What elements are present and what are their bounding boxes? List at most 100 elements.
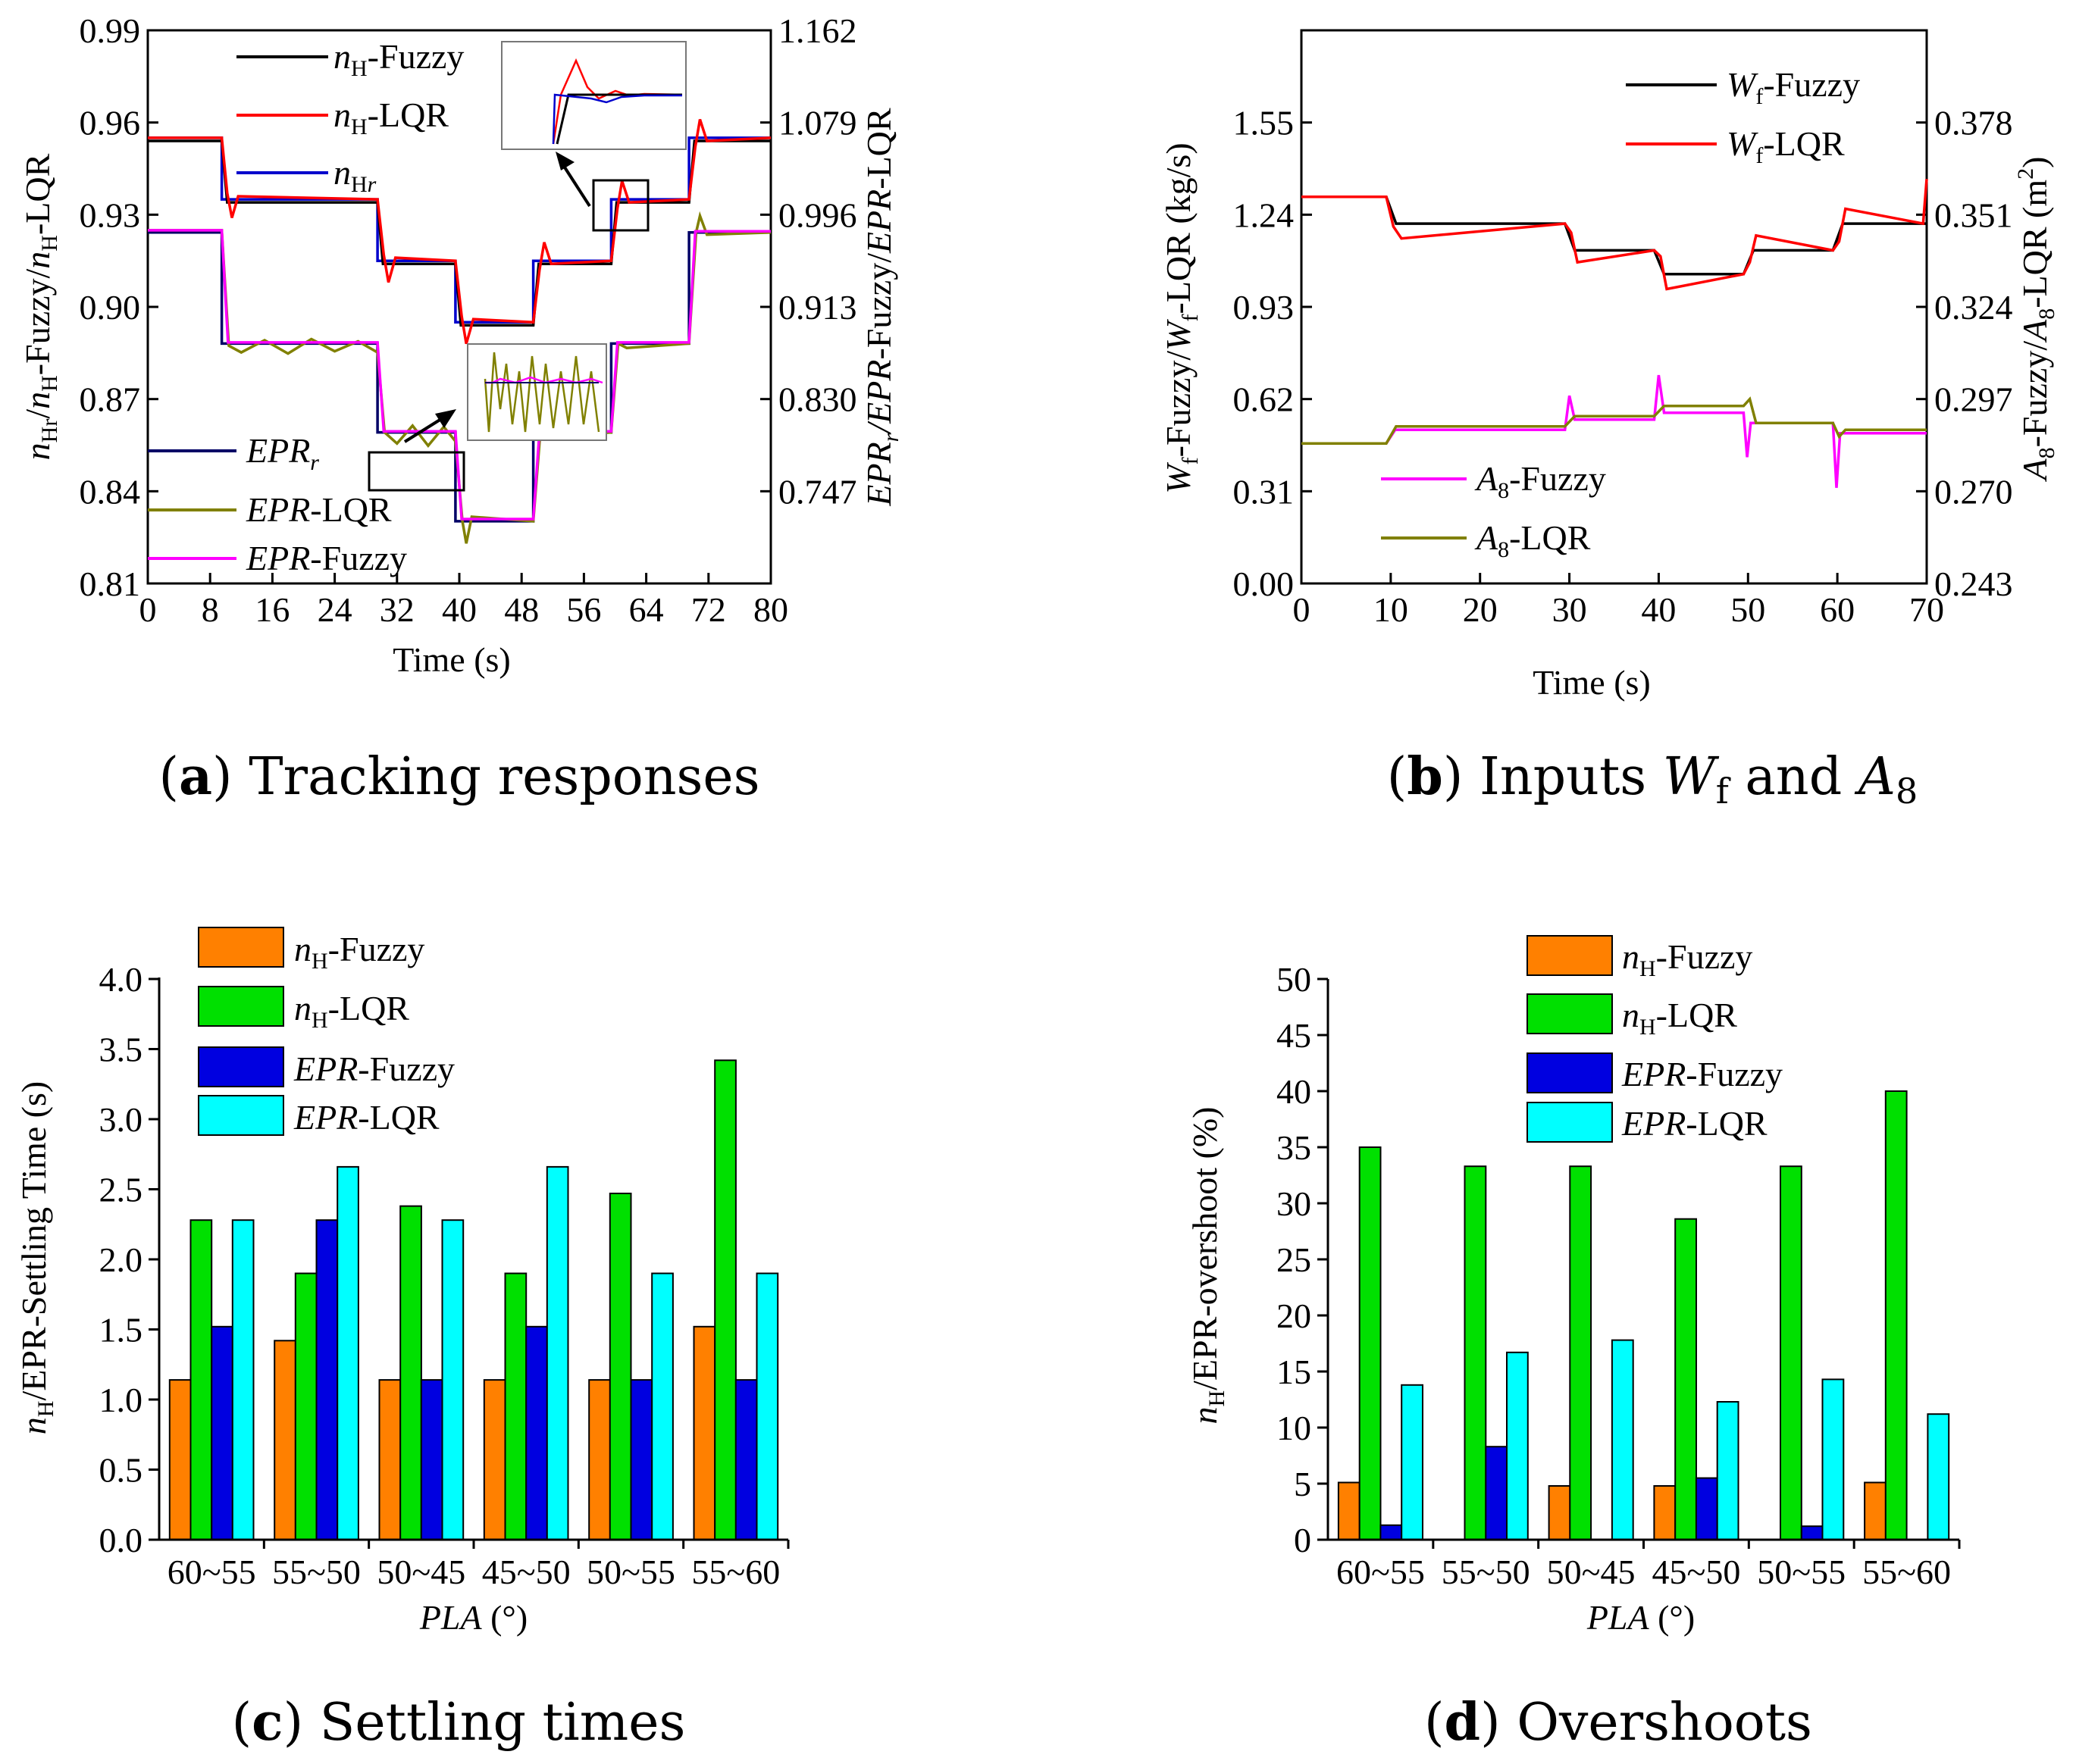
bar-nh-lqr: [189, 1219, 213, 1540]
panel-b-ylabel-right: A8-Fuzzy/A8-LQR (m2): [2013, 157, 2059, 483]
y-right-tick-label: 0.270: [1934, 472, 2013, 511]
bar-epr-lqr: [756, 1272, 779, 1540]
y-tick-label: 3.5: [99, 1031, 143, 1069]
panel-c-legend: nH-Fuzzy nH-LQR EPR-Fuzzy EPR-LQR: [198, 927, 455, 1137]
x-tick-label: 32: [380, 590, 415, 629]
panel-a-arrow-mid-head: [435, 409, 456, 428]
legend-d-epr-lqr: EPR-LQR: [1621, 1104, 1768, 1143]
bar-nh-lqr: [1674, 1218, 1697, 1540]
panel-c-ticks: 0.0 0.5 1.0 1.5 2.0 2.5 3.0 3.5 4.0 60~55 55~50 50~…: [99, 960, 790, 1591]
legend-c-epr-lqr-swatch: [198, 1095, 284, 1136]
panel-a-zoom-box-top: [592, 179, 650, 232]
legend-a-nh-fuzzy: nH-Fuzzy: [333, 37, 464, 81]
bar-epr-fuzzy: [630, 1379, 653, 1540]
bar-nh-lqr: [1569, 1165, 1592, 1540]
x-tick-label: 0: [139, 590, 157, 629]
panel-a-series: [148, 119, 772, 544]
category-label: 50~45: [377, 1553, 465, 1591]
bar-nh-fuzzy: [1337, 1481, 1361, 1540]
panel-a-ylabel-left: nHr/nH-Fuzzy/nH-LQR: [18, 153, 62, 460]
bar-epr-lqr: [1927, 1413, 1950, 1540]
y-tick-label: 1.5: [99, 1311, 143, 1350]
bar-nh-fuzzy: [483, 1379, 506, 1540]
legend-d-nh-fuzzy: nH-Fuzzy: [1622, 937, 1752, 981]
bar-nh-lqr: [1358, 1146, 1382, 1540]
bar-epr-fuzzy: [1485, 1446, 1508, 1540]
y-tick-label: 15: [1276, 1353, 1311, 1391]
panel-b-xlabel: Time (s): [1533, 663, 1651, 702]
bar-nh-lqr: [609, 1193, 632, 1540]
x-tick-label: 10: [1373, 590, 1408, 629]
x-tick-label: 64: [629, 590, 664, 629]
series-line-wf-lqr: [1301, 179, 1928, 291]
inset-mid-magenta-line: [485, 376, 603, 384]
x-tick-label: 20: [1463, 590, 1498, 629]
y-left-tick-label: 0.96: [80, 104, 141, 142]
bar-nh-lqr: [714, 1059, 737, 1541]
category-label: 45~50: [482, 1553, 571, 1591]
x-tick-label: 50: [1730, 590, 1765, 629]
y-left-tick-label: 0.62: [1233, 380, 1295, 419]
y-tick-label: 4.0: [99, 960, 143, 999]
legend-c-nh-fuzzy: nH-Fuzzy: [294, 930, 424, 974]
x-tick-label: 30: [1552, 590, 1587, 629]
y-left-tick-label: 0.99: [80, 11, 141, 50]
bar-epr-lqr: [546, 1165, 569, 1541]
bar-epr-lqr: [441, 1219, 465, 1540]
y-left-tick-label: 0.00: [1233, 565, 1295, 603]
panel-a-ylabel-right: EPRr/EPR-Fuzzy/EPR-LQR: [860, 108, 903, 507]
y-tick-label: 1.0: [99, 1381, 143, 1419]
legend-b-wf-fuzzy: Wf-Fuzzy: [1727, 65, 1860, 109]
category-label: 50~55: [1757, 1553, 1846, 1591]
y-left-tick-label: 1.55: [1233, 104, 1295, 142]
bar-nh-lqr: [504, 1272, 528, 1540]
bar-epr-fuzzy: [1379, 1524, 1403, 1541]
y-left-tick-label: 1.24: [1233, 195, 1295, 234]
legend-d-epr-fuzzy-swatch: [1526, 1052, 1613, 1093]
bar-epr-fuzzy: [211, 1325, 233, 1541]
y-left-tick-label: 0.87: [80, 380, 141, 419]
panel-c-ylabel: nH/EPR-Settling Time (s): [14, 1081, 58, 1434]
panel-d-legend: nH-Fuzzy nH-LQR EPR-Fuzzy EPR-LQR: [1526, 935, 1783, 1143]
y-right-tick-label: 0.297: [1934, 380, 2013, 419]
legend-d-epr-fuzzy: EPR-Fuzzy: [1621, 1055, 1783, 1093]
legend-d-nh-lqr-swatch: [1526, 993, 1613, 1034]
category-label: 50~55: [587, 1553, 675, 1591]
y-right-tick-label: 1.162: [778, 11, 857, 50]
y-right-tick-label: 0.996: [778, 195, 857, 234]
x-tick-label: 0: [1293, 590, 1310, 629]
category-label: 55~50: [1442, 1553, 1530, 1591]
bar-epr-lqr: [1821, 1378, 1845, 1541]
category-label: 60~55: [1336, 1553, 1425, 1591]
bar-nh-fuzzy: [378, 1379, 402, 1540]
x-tick-label: 56: [566, 590, 601, 629]
panel-a-caption: (a) Tracking responses: [158, 746, 759, 807]
bar-epr-fuzzy: [734, 1379, 758, 1540]
panel-a-zoom-box-mid: [368, 451, 465, 492]
legend-c-nh-lqr: nH-LQR: [294, 989, 409, 1033]
bar-epr-lqr: [1506, 1351, 1529, 1541]
category-label: 45~50: [1652, 1553, 1740, 1591]
y-right-tick-label: 0.747: [778, 472, 857, 511]
x-tick-label: 72: [691, 590, 726, 629]
category-label: 60~55: [168, 1553, 256, 1591]
legend-c-epr-fuzzy-swatch: [198, 1046, 284, 1087]
panel-d: 0 5 10 15 20 25 30 35 40 45 50 60~55 55~50 50~45 45~50…: [1185, 935, 1961, 1753]
x-tick-label: 70: [1909, 590, 1944, 629]
y-right-tick-label: 0.913: [778, 288, 857, 327]
y-right-tick-label: 0.830: [778, 380, 857, 419]
legend-c-epr-fuzzy: EPR-Fuzzy: [293, 1049, 455, 1088]
x-tick-label: 40: [1641, 590, 1676, 629]
bar-nh-fuzzy: [1653, 1485, 1677, 1540]
bar-nh-lqr: [1464, 1165, 1487, 1540]
y-tick-label: 40: [1276, 1072, 1311, 1111]
panel-d-caption: (d) Overshoots: [1424, 1692, 1812, 1753]
panel-b-ticks: 0 10 20 30 40 50 60 70 0.00 0.31 0.62 0.93 1.24 1.55 0…: [1233, 104, 2013, 629]
y-tick-label: 50: [1276, 960, 1311, 999]
x-tick-label: 16: [255, 590, 290, 629]
panel-b-caption: (b) Inputs Wf and A8: [1387, 746, 1918, 812]
panel-a-ticks: 0 8 16 24 32 40 48 56 64 72 80 0.81 0.84 0.87 0.90 0.93…: [80, 11, 857, 629]
series-line-nh-fuzzy: [148, 139, 771, 327]
bar-nh-fuzzy: [1548, 1485, 1571, 1540]
